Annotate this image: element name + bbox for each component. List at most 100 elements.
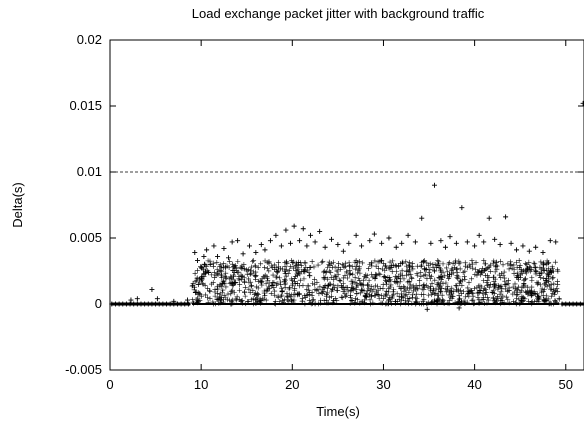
data-point-texture <box>278 293 284 299</box>
data-point-texture <box>354 291 360 297</box>
data-point-texture <box>394 275 400 281</box>
data-point-texture <box>514 272 520 278</box>
data-point-texture <box>527 288 533 294</box>
data-point <box>540 250 546 256</box>
y-tick-label: 0.01 <box>77 164 102 179</box>
data-point-texture <box>437 297 443 303</box>
data-point-texture <box>325 285 331 291</box>
data-point-texture <box>214 296 220 302</box>
data-point-texture <box>466 262 472 268</box>
data-point-texture <box>218 283 224 289</box>
data-point-texture <box>525 289 531 295</box>
data-point-texture <box>373 283 379 289</box>
data-point-texture <box>326 262 332 268</box>
data-point-texture <box>501 269 507 275</box>
data-point-texture <box>249 282 255 288</box>
data-point-texture <box>492 269 498 275</box>
data-point-texture <box>293 260 299 266</box>
x-tick-label: 0 <box>106 377 113 392</box>
data-point-texture <box>250 269 256 275</box>
data-point <box>134 296 140 302</box>
data-point-texture <box>306 287 312 293</box>
data-point-texture <box>251 258 257 264</box>
data-point-texture <box>384 279 390 285</box>
data-point <box>508 240 514 246</box>
data-point-texture <box>283 268 289 274</box>
data-point-texture <box>288 263 294 269</box>
data-point-texture <box>325 276 331 282</box>
data-point-texture <box>498 275 504 281</box>
data-point-texture <box>361 277 367 283</box>
plot-area: -0.005 0 0.005 0.01 0.015 0.02 0 10 20 30 40 50 <box>65 32 584 392</box>
data-point-texture <box>194 295 200 301</box>
data-point-texture <box>540 265 546 271</box>
data-point-texture <box>368 260 374 266</box>
data-point-texture <box>331 282 337 288</box>
x-tick-label: 10 <box>194 377 208 392</box>
data-point <box>359 243 365 249</box>
data-point-texture <box>287 285 293 291</box>
x-tick-label: 30 <box>376 377 390 392</box>
data-point-texture <box>274 274 280 280</box>
data-point-texture <box>342 291 348 297</box>
data-point-texture <box>236 276 242 282</box>
data-point <box>432 182 438 188</box>
data-point-texture <box>213 272 219 278</box>
data-point-texture <box>403 259 409 265</box>
data-point-texture <box>377 272 383 278</box>
data-point-texture <box>412 295 418 301</box>
data-point <box>300 226 306 232</box>
data-point-texture <box>335 283 341 289</box>
data-point-texture <box>267 285 273 291</box>
data-point <box>580 100 584 106</box>
data-point-texture <box>274 270 280 276</box>
data-point-texture <box>206 288 212 294</box>
data-point-texture <box>475 295 481 301</box>
data-point-texture <box>200 280 206 286</box>
data-point-texture <box>458 279 464 285</box>
data-point-texture <box>231 272 237 278</box>
data-point-texture <box>488 262 494 268</box>
data-point <box>149 286 155 292</box>
data-point-texture <box>202 270 208 276</box>
data-point-texture <box>356 259 362 265</box>
data-point-texture <box>401 276 407 282</box>
data-point <box>346 240 352 246</box>
data-point-texture <box>390 289 396 295</box>
data-point-texture <box>523 276 529 282</box>
data-point-texture <box>354 260 360 266</box>
data-point-texture <box>386 289 392 295</box>
data-point-texture <box>280 298 286 304</box>
data-point-texture <box>382 268 388 274</box>
data-point-texture <box>425 284 431 290</box>
data-point-texture <box>483 261 489 267</box>
data-points <box>109 100 584 312</box>
data-point-texture <box>455 275 461 281</box>
data-point-texture <box>462 260 468 266</box>
data-point <box>497 242 503 248</box>
data-point-texture <box>311 264 317 270</box>
data-point-texture <box>449 268 455 274</box>
data-point-texture <box>329 293 335 299</box>
data-point <box>304 243 310 249</box>
data-point-texture <box>430 265 436 271</box>
data-point <box>453 240 459 246</box>
data-point-texture <box>514 292 520 298</box>
data-point-texture <box>486 275 492 281</box>
data-point-texture <box>350 271 356 277</box>
data-point-texture <box>469 258 475 264</box>
data-point-texture <box>295 272 301 278</box>
plot-frame <box>109 39 584 371</box>
data-point-texture <box>319 259 325 265</box>
data-point <box>128 297 134 303</box>
data-point-texture <box>349 298 355 304</box>
data-point-texture <box>529 275 535 281</box>
data-point-texture <box>426 270 432 276</box>
data-point-texture <box>332 284 338 290</box>
data-point-texture <box>498 297 504 303</box>
data-point <box>412 239 418 245</box>
data-point <box>514 247 520 253</box>
data-point-texture <box>519 288 525 294</box>
data-point-texture <box>209 272 215 278</box>
data-point-texture <box>406 262 412 268</box>
